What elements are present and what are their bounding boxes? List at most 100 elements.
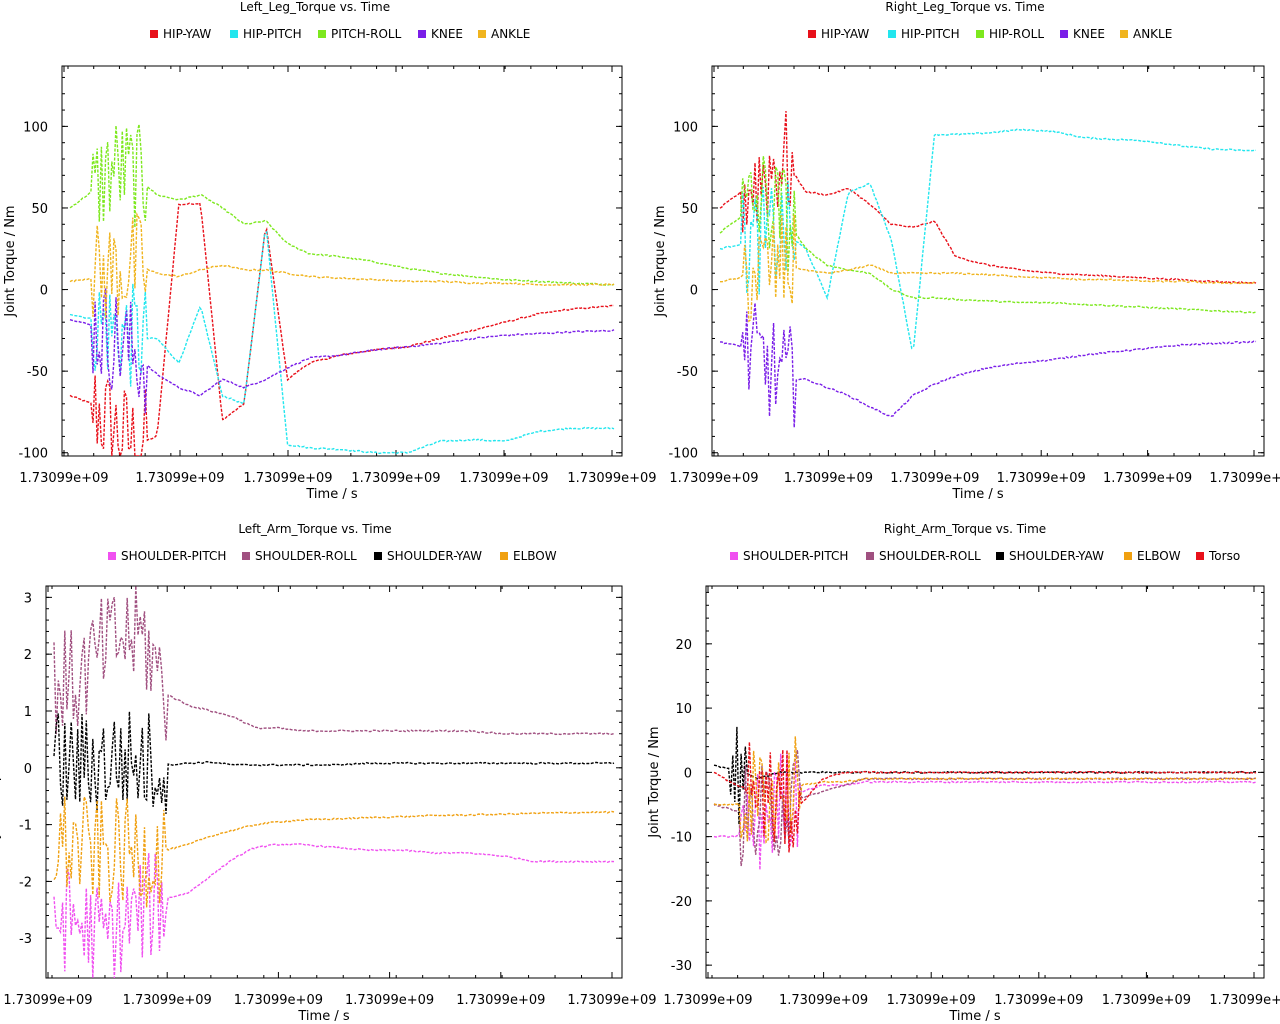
legend-label: HIP-ROLL	[989, 27, 1044, 41]
legend-label: Torso	[1208, 549, 1240, 563]
y-tick-label: -20	[671, 895, 692, 910]
legend-label: HIP-PITCH	[901, 27, 960, 41]
x-tick-label: 1.73099e+09	[567, 993, 656, 1008]
plot-frame	[705, 585, 1265, 979]
y-tick-label: -3	[19, 932, 32, 947]
legend-swatch	[808, 30, 816, 38]
chart-title: Right_Arm_Torque vs. Time	[884, 522, 1046, 536]
legend-swatch	[996, 552, 1004, 560]
series-line	[720, 214, 1257, 323]
y-tick-label: 0	[690, 284, 698, 299]
series-line	[719, 111, 1257, 285]
y-tick-label: 0	[40, 284, 48, 299]
legend-label: HIP-YAW	[163, 27, 211, 41]
legend-label: SHOULDER-YAW	[1009, 549, 1104, 563]
series-line	[69, 230, 615, 455]
x-tick-label: 1.73099e+09	[567, 471, 656, 486]
x-tick-label: 1.73099e+09	[351, 471, 440, 486]
y-tick-label: -1	[19, 819, 32, 834]
x-tick-label: 1.73099e+09	[1103, 471, 1192, 486]
chart-title: Left_Arm_Torque vs. Time	[238, 522, 391, 536]
series-line	[53, 711, 615, 814]
y-tick-label: 50	[681, 202, 698, 217]
x-tick-label: 1.73099e+09	[663, 993, 752, 1008]
y-tick-label: -100	[18, 447, 48, 462]
x-tick-label: 1.73099e+09	[234, 993, 323, 1008]
x-tick-label: 1.73099e+09	[890, 471, 979, 486]
x-tick-label: 1.73099e+09	[459, 471, 548, 486]
legend-swatch	[150, 30, 158, 38]
series-line	[53, 586, 615, 741]
series-line	[719, 128, 1257, 350]
x-tick-label: 1.73099e+09	[1102, 993, 1191, 1008]
x-axis-label: Time / s	[297, 1009, 349, 1024]
legend-label: ANKLE	[491, 27, 530, 41]
chart-panel-3: Left_Arm_Torque vs. Time SHOULDER-PITCH SH…	[0, 522, 657, 1024]
x-tick-label: 1.73099e+09	[1209, 993, 1280, 1008]
x-tick-label: 1.73099e+09	[994, 993, 1083, 1008]
series-line	[713, 741, 1257, 853]
series-line	[713, 753, 1257, 870]
series-line	[719, 302, 1257, 428]
chart-title: Right_Leg_Torque vs. Time	[885, 0, 1044, 14]
series-line	[713, 726, 1257, 825]
legend-label: ELBOW	[513, 549, 557, 563]
series-line	[53, 843, 615, 978]
y-tick-label: -100	[668, 447, 698, 462]
legend-swatch	[866, 552, 874, 560]
y-axis-label: Joint Torque / Nm	[653, 205, 668, 317]
legend-label: ELBOW	[1137, 549, 1181, 563]
legend-swatch	[108, 552, 116, 560]
y-tick-label: 2	[24, 648, 32, 663]
x-tick-label: 1.73099e+09	[345, 993, 434, 1008]
legend-label: SHOULDER-PITCH	[743, 549, 848, 563]
legend-swatch	[1060, 30, 1068, 38]
plot-frame	[711, 65, 1265, 457]
y-tick-label: -2	[19, 875, 32, 890]
x-tick-label: 1.73099e+09	[123, 993, 212, 1008]
y-tick-label: 0	[24, 762, 32, 777]
legend-label: HIP-PITCH	[243, 27, 302, 41]
x-tick-label: 1.73099e+09	[669, 471, 758, 486]
y-tick-label: 1	[24, 705, 32, 720]
x-tick-label: 1.73099e+09	[19, 471, 108, 486]
x-tick-label: 1.73099e+09	[997, 471, 1086, 486]
y-axis-label: Joint Torque / Nm	[0, 726, 2, 838]
legend-swatch	[888, 30, 896, 38]
x-tick-label: 1.73099e+09	[1209, 471, 1280, 486]
series-line	[719, 155, 1257, 314]
series-line	[69, 211, 615, 319]
legend-swatch	[1196, 552, 1204, 560]
y-tick-label: 3	[24, 591, 32, 606]
plot-frame	[45, 585, 623, 979]
y-tick-label: 10	[675, 702, 692, 717]
legend-label: ANKLE	[1133, 27, 1172, 41]
x-axis-label: Time / s	[948, 1009, 1000, 1024]
x-tick-label: 1.73099e+09	[779, 993, 868, 1008]
plot-frame	[61, 65, 623, 457]
legend-label: PITCH-ROLL	[331, 27, 402, 41]
series-line	[53, 796, 615, 908]
legend-swatch	[976, 30, 984, 38]
y-tick-label: 50	[31, 202, 48, 217]
legend-label: SHOULDER-ROLL	[879, 549, 981, 563]
x-tick-label: 1.73099e+09	[887, 993, 976, 1008]
x-axis-label: Time / s	[305, 487, 357, 502]
legend-label: KNEE	[1073, 27, 1105, 41]
y-tick-label: 0	[684, 766, 692, 781]
legend-swatch	[500, 552, 508, 560]
y-tick-label: 100	[673, 120, 698, 135]
legend-swatch	[230, 30, 238, 38]
y-tick-label: 20	[675, 638, 692, 653]
legend-swatch	[478, 30, 486, 38]
y-tick-label: -50	[677, 365, 698, 380]
chart-title: Left_Leg_Torque vs. Time	[240, 0, 390, 14]
y-tick-label: -10	[671, 831, 692, 846]
legend-label: SHOULDER-ROLL	[255, 549, 357, 563]
legend-swatch	[1120, 30, 1128, 38]
legend-swatch	[418, 30, 426, 38]
chart-panel-1: Left_Leg_Torque vs. Time HIP-YAW HIP-PITCH…	[3, 0, 657, 502]
legend-swatch	[318, 30, 326, 38]
y-tick-label: -50	[27, 365, 48, 380]
